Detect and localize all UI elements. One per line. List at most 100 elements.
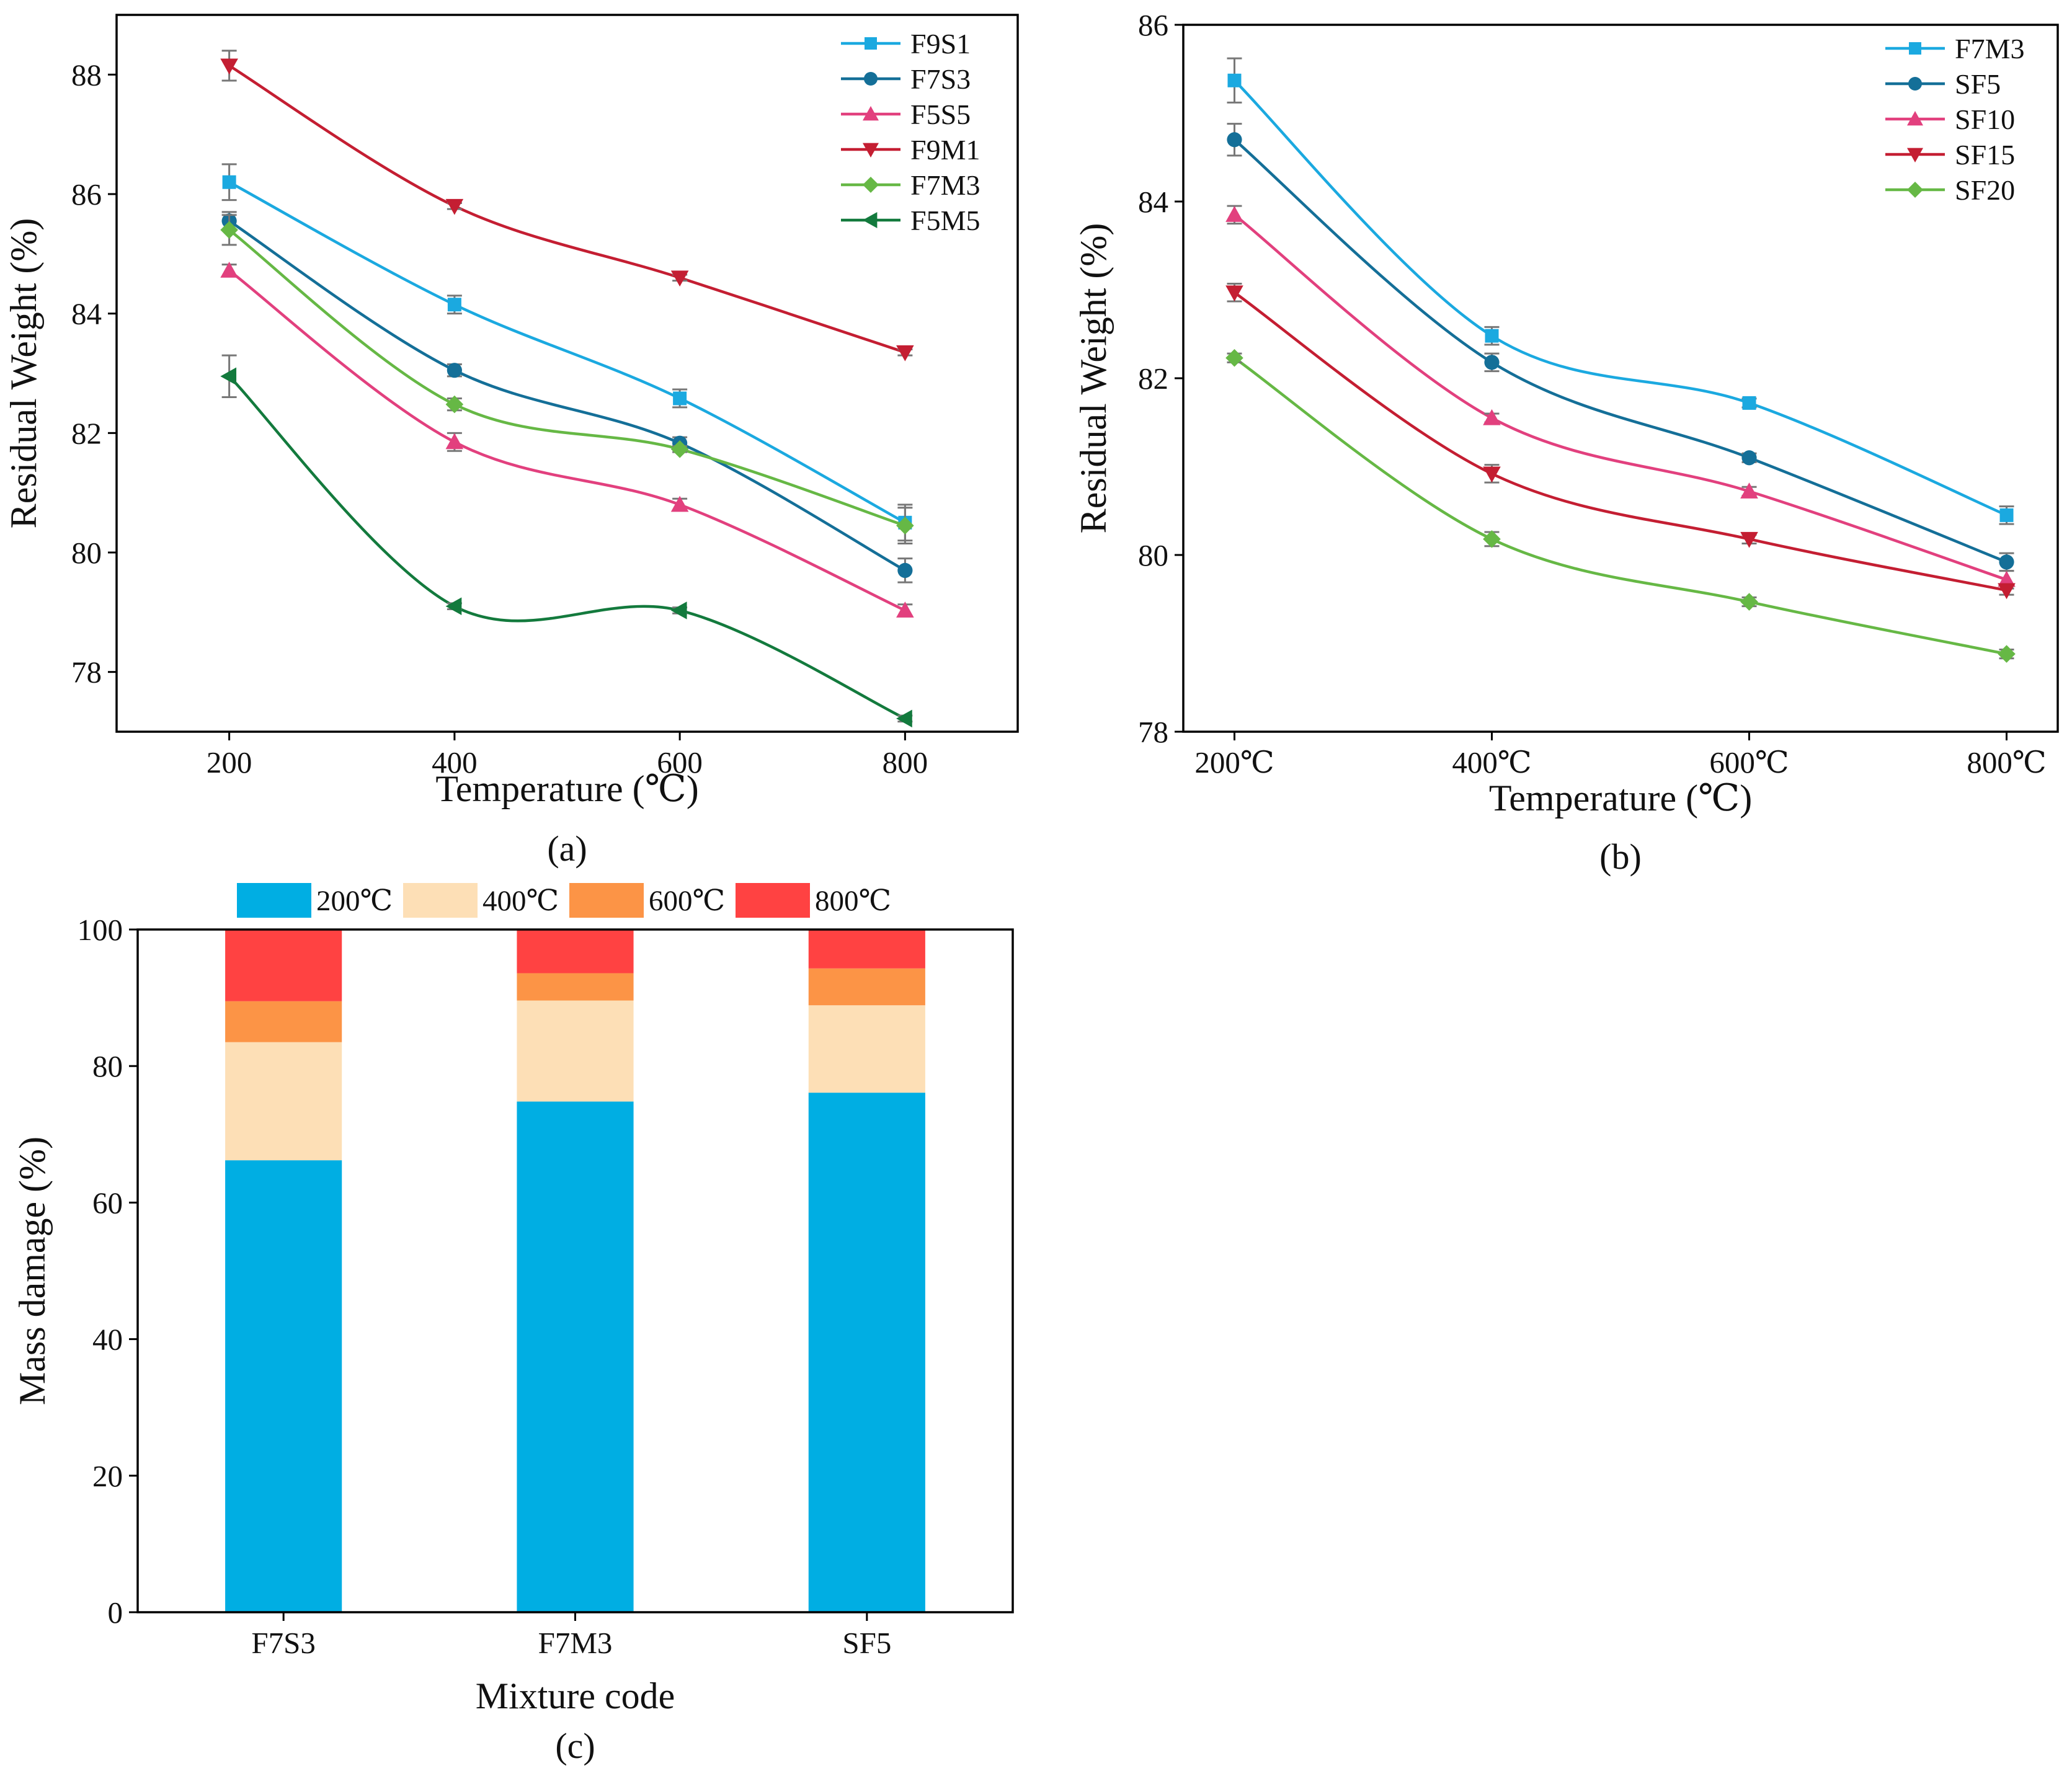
- data-point: [220, 262, 238, 278]
- y-tick-label: 84: [1138, 185, 1168, 219]
- data-point: [220, 367, 237, 386]
- y-tick-label: 20: [92, 1459, 123, 1493]
- legend-label: F5M5: [910, 205, 980, 236]
- data-point: [896, 601, 914, 618]
- bar-segment-f7m3-600: [517, 973, 634, 1001]
- series-f5s5: [220, 262, 914, 618]
- data-point: [220, 221, 238, 239]
- plot-frame: [136, 928, 1014, 1613]
- data-point: [1225, 348, 1243, 367]
- x-axis-label: Temperature (℃): [435, 768, 698, 809]
- data-point: [896, 517, 914, 535]
- legend-entry-sf20: SF20: [1885, 174, 2015, 206]
- legend-entry-f5m5: F5M5: [841, 205, 980, 236]
- legend-entry-200: 200℃: [237, 883, 393, 918]
- legend-label: F9M1: [910, 134, 980, 166]
- y-axis-label: Mass damage (%): [12, 1137, 53, 1405]
- bar-segment-f7m3-400: [517, 1000, 634, 1102]
- y-tick-label: 86: [71, 177, 102, 211]
- panel-label: (a): [547, 828, 587, 869]
- data-point: [896, 709, 912, 728]
- data-point: [447, 298, 461, 312]
- legend-label: F7M3: [910, 169, 980, 201]
- bar-segment-sf5-800: [808, 930, 925, 969]
- bar-segment-f7s3-200: [225, 1160, 342, 1612]
- legend-marker: [1909, 42, 1921, 55]
- x-tick-label: 800: [883, 745, 928, 779]
- data-point: [1998, 570, 2016, 587]
- data-point: [1999, 554, 2014, 570]
- data-point: [670, 440, 689, 458]
- bar-segment-f7m3-800: [517, 930, 634, 974]
- x-tick-label: 200: [207, 745, 252, 779]
- x-tick-label: 800℃: [1967, 745, 2046, 779]
- x-tick-label: 200℃: [1194, 745, 1274, 779]
- data-point: [220, 58, 238, 75]
- y-tick-label: 84: [71, 297, 102, 331]
- bar-segment-f7m3-200: [517, 1101, 634, 1612]
- legend-entry-sf10: SF10: [1885, 104, 2015, 135]
- y-tick-label: 82: [71, 416, 102, 450]
- y-tick-label: 86: [1138, 8, 1168, 42]
- x-tick-label: 600℃: [1709, 745, 1789, 779]
- chart-panel-a: 78 80 82 84 86 88 200 400 600 800 Temperature (℃) R…: [3, 14, 1019, 869]
- legend-label: SF15: [1955, 139, 2015, 171]
- legend-entry-f9s1: F9S1: [841, 28, 971, 60]
- data-point: [445, 395, 464, 414]
- legend-swatch: [569, 883, 644, 918]
- y-tick-label: 100: [78, 913, 123, 947]
- data-point: [1483, 466, 1501, 483]
- x-tick-label: 400℃: [1452, 745, 1531, 779]
- data-point: [1483, 409, 1501, 425]
- data-point: [1225, 206, 1243, 222]
- series-f7m3: [220, 214, 914, 545]
- y-tick-label: 88: [71, 58, 102, 92]
- data-point: [896, 345, 914, 362]
- data-point: [1227, 73, 1242, 87]
- data-point: [447, 363, 462, 378]
- y-tick-label: 80: [92, 1049, 123, 1083]
- series-line-f7s3: [228, 220, 906, 572]
- bar-segment-sf5-400: [808, 1005, 925, 1093]
- data-point: [1740, 531, 1758, 548]
- legend-entry-sf15: SF15: [1885, 139, 2015, 171]
- x-axis-label: Mixture code: [476, 1675, 675, 1716]
- legend-label: F7M3: [1955, 33, 2024, 64]
- series-f7m3: [1227, 57, 2014, 525]
- legend-label: 200℃: [316, 885, 393, 917]
- data-point: [1998, 645, 2016, 663]
- series-line-sf5: [1234, 138, 2008, 564]
- data-point: [673, 391, 687, 406]
- data-point: [1485, 329, 1499, 343]
- y-tick-label: 80: [71, 536, 102, 570]
- y-tick-label: 60: [92, 1186, 123, 1220]
- legend-marker: [1907, 111, 1923, 126]
- legend-entry-800: 800℃: [736, 883, 891, 918]
- legend-marker: [1907, 148, 1923, 162]
- legend-label: SF5: [1955, 68, 2001, 100]
- panel-label: (b): [1599, 836, 1642, 877]
- data-point: [670, 495, 689, 512]
- legend-swatch: [403, 883, 478, 918]
- x-tick-label: F7S3: [251, 1626, 316, 1660]
- data-point: [1227, 132, 1242, 148]
- legend-entry-f5s5: F5S5: [841, 99, 971, 130]
- y-tick-label: 78: [71, 655, 102, 690]
- legend-swatch: [237, 883, 311, 918]
- chart-panel-c: F7S3 F7M3 SF5 0 20 40 60 80 100 Mixture code Mass …: [12, 883, 1014, 1766]
- y-tick-label: 82: [1138, 362, 1168, 396]
- legend-entry-f7s3: F7S3: [841, 63, 971, 95]
- data-point: [222, 175, 236, 189]
- legend-label: SF10: [1955, 104, 2015, 135]
- data-point: [1999, 508, 2014, 522]
- legend-marker: [863, 106, 879, 121]
- legend-label: F7S3: [910, 63, 971, 95]
- legend-marker: [1907, 182, 1923, 198]
- legend-label: F5S5: [910, 99, 971, 130]
- data-point: [445, 597, 462, 615]
- legend-entry-sf5: SF5: [1885, 68, 2001, 100]
- legend-marker: [865, 37, 877, 50]
- data-point: [1484, 355, 1500, 370]
- series-sf20: [1225, 348, 2016, 663]
